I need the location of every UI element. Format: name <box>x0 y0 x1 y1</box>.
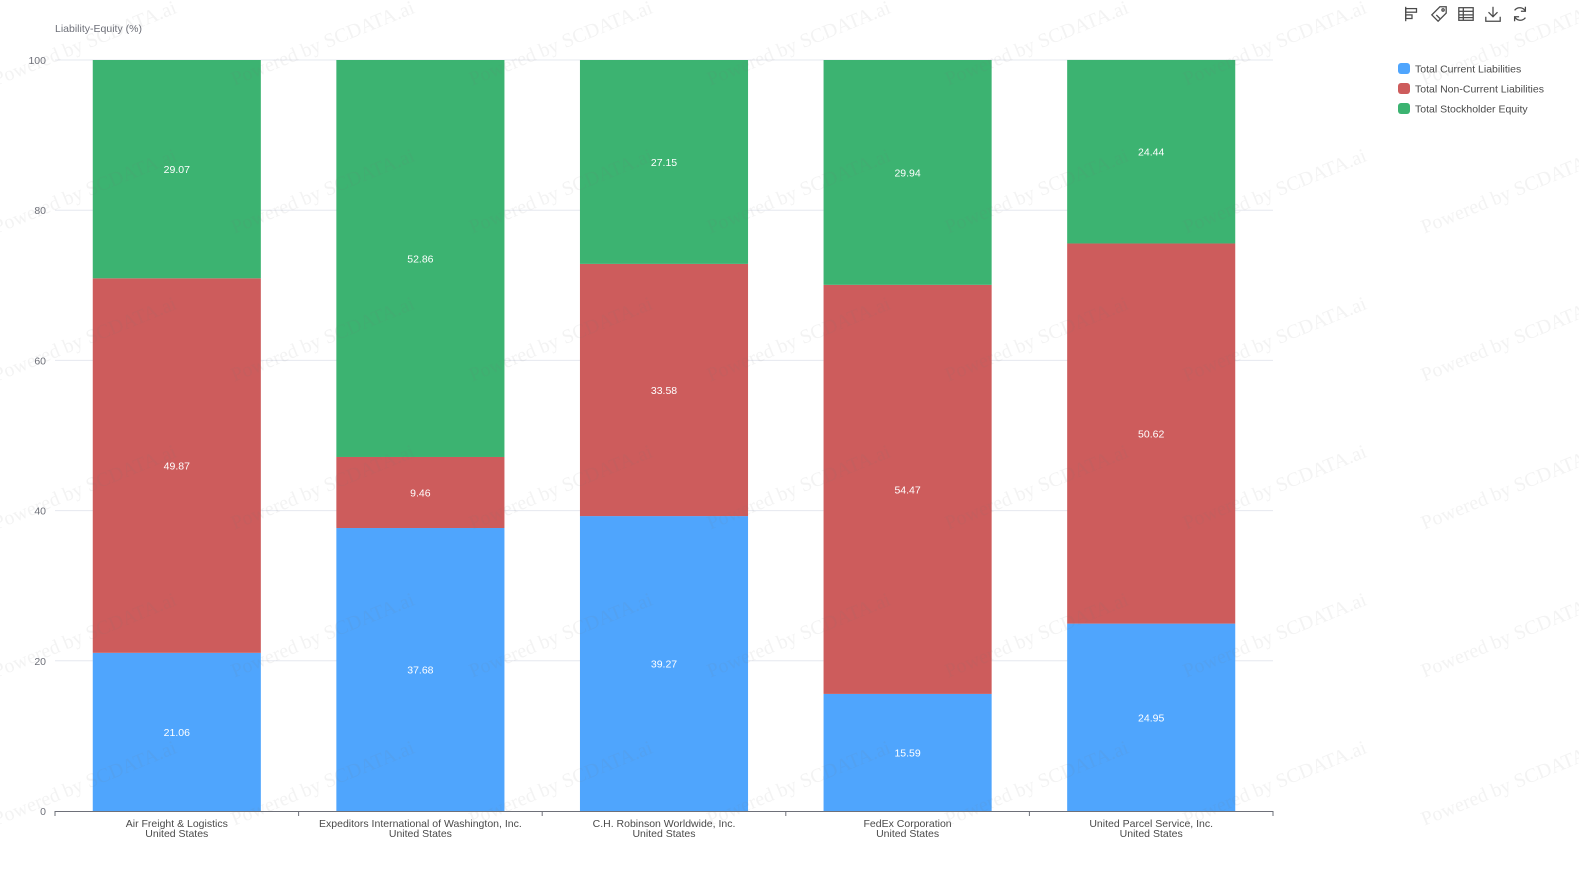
bar-value-label: 52.86 <box>407 253 433 265</box>
bar-value-label: 49.87 <box>164 461 190 473</box>
bar-segment[interactable] <box>92 652 261 811</box>
x-tick-label: FedEx Corporation <box>864 818 952 830</box>
bar-segment[interactable] <box>1067 243 1236 624</box>
legend-label[interactable]: Total Non-Current Liabilities <box>1415 84 1544 96</box>
bar-segment[interactable] <box>823 284 992 694</box>
y-tick-label: 20 <box>34 656 46 668</box>
bar-segment[interactable] <box>92 60 261 279</box>
x-tick-label: United States <box>389 828 452 840</box>
data-table-icon[interactable] <box>1456 4 1476 24</box>
x-tick-label: Air Freight & Logistics <box>126 818 228 830</box>
bar-segment[interactable] <box>823 693 992 811</box>
bar-value-label: 37.68 <box>407 665 433 677</box>
bar-value-label: 27.15 <box>651 157 677 169</box>
legend-label[interactable]: Total Stockholder Equity <box>1415 104 1528 116</box>
bar-value-label: 39.27 <box>651 659 677 671</box>
bar-value-label: 24.44 <box>1138 147 1164 159</box>
x-tick-label: United States <box>632 828 695 840</box>
x-tick-label: United States <box>145 828 208 840</box>
x-tick-label: United States <box>1120 828 1183 840</box>
x-tick-label: United Parcel Service, Inc. <box>1089 818 1213 830</box>
legend: Total Current Liabilities Total Non-Curre… <box>1398 63 1544 116</box>
y-tick-label: 100 <box>28 55 46 67</box>
bar-segment[interactable] <box>1067 59 1236 244</box>
refresh-icon[interactable] <box>1510 4 1530 24</box>
tag-icon[interactable] <box>1429 4 1449 24</box>
bar-value-label: 33.58 <box>651 385 677 397</box>
legend-swatch[interactable] <box>1398 103 1410 114</box>
bar-value-label: 29.07 <box>164 164 190 176</box>
bar-segment[interactable] <box>579 516 749 811</box>
x-tick-label: United States <box>876 828 939 840</box>
bar-segment[interactable] <box>336 456 505 529</box>
y-axis: 0 20 40 60 80 100 <box>28 55 46 818</box>
bar-value-label: 54.47 <box>894 484 920 496</box>
bar-chart-icon[interactable] <box>1402 4 1422 24</box>
y-axis-title: Liability-Equity (%) <box>55 23 142 35</box>
y-tick-label: 80 <box>34 205 46 217</box>
bar-series: 21.06 49.87 29.07 37.68 9.46 52.86 39.27 33.58 2… <box>92 59 1236 811</box>
download-icon[interactable] <box>1483 4 1503 24</box>
x-tick-label: C.H. Robinson Worldwide, Inc. <box>593 818 736 830</box>
legend-swatch[interactable] <box>1398 63 1410 74</box>
bar-value-label: 29.94 <box>894 167 920 179</box>
legend-swatch[interactable] <box>1398 83 1410 94</box>
bar-segment[interactable] <box>579 263 749 517</box>
bar-value-label: 21.06 <box>164 727 190 739</box>
bar-segment[interactable] <box>92 278 261 653</box>
bar-segment[interactable] <box>823 60 992 285</box>
x-tick-label: Expeditors International of Washington, … <box>319 818 522 830</box>
bar-segment[interactable] <box>336 60 505 457</box>
bar-value-label: 50.62 <box>1138 429 1164 441</box>
chart-toolbar <box>1402 4 1530 24</box>
bar-segment[interactable] <box>579 60 749 264</box>
y-tick-label: 0 <box>40 806 46 818</box>
y-tick-label: 40 <box>34 506 46 518</box>
bar-value-label: 24.95 <box>1138 712 1164 724</box>
y-tick-label: 60 <box>34 355 46 367</box>
legend-label[interactable]: Total Current Liabilities <box>1415 64 1521 76</box>
bar-segment[interactable] <box>336 528 505 811</box>
bar-value-label: 9.46 <box>410 488 431 500</box>
bar-segment[interactable] <box>1067 623 1236 811</box>
bar-value-label: 15.59 <box>894 747 920 759</box>
